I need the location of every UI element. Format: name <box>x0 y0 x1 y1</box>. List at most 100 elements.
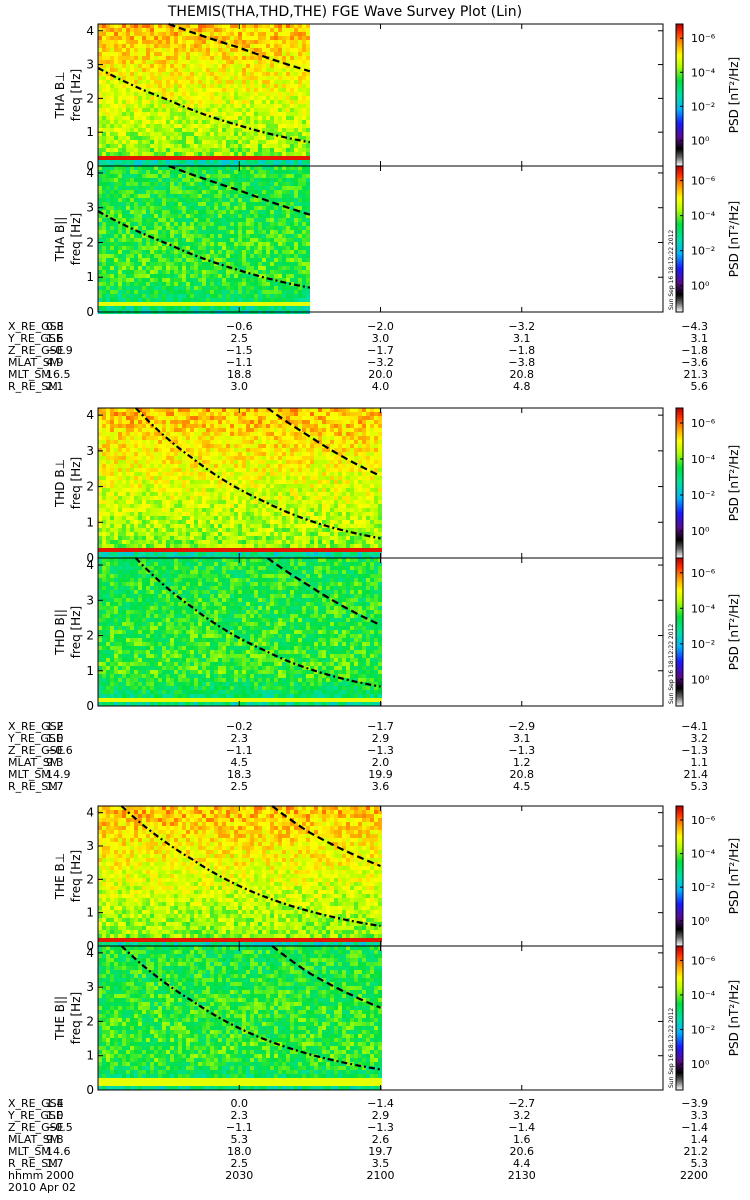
colorbar-tick-label: 10⁻² <box>691 881 715 894</box>
ephemeris-value: 3.1 <box>513 732 531 745</box>
ephemeris-row: Z_RE_GSE −0.5 −1.1 −1.3 −1.4 −1.4 <box>8 1122 718 1134</box>
freq-tick-label: 0 <box>86 159 94 173</box>
ephemeris-value: 2100 <box>366 1169 395 1182</box>
ephemeris-value: 5.3 <box>230 1133 249 1146</box>
freq-tick-label: 0 <box>86 551 94 565</box>
spectrogram <box>98 24 310 168</box>
freq-tick-label: 1 <box>86 664 94 678</box>
panel-thd-par: 0 1 2 3 4 THD B|| freq [Hz] 10⁰ 10⁻² 10⁻⁴ 10⁻⁶ PSD … <box>53 557 741 713</box>
ephemeris-value: 19.7 <box>368 1145 393 1158</box>
freq-tick-label: 2 <box>86 1014 94 1028</box>
ephemeris-value: 14.9 <box>46 768 71 781</box>
harmonic-curve <box>168 22 311 73</box>
ephemeris-value: −1.8 <box>508 344 536 357</box>
harmonic-curve <box>266 407 381 477</box>
ephemeris-value: 18.0 <box>227 1145 252 1158</box>
ephemeris-value: 2.0 <box>371 756 390 769</box>
ephemeris-row: R_RE_SM 1.7 2.5 3.6 4.5 5.3 <box>8 781 718 793</box>
freq-tick-label: 4 <box>86 946 94 960</box>
ephemeris-value: 2130 <box>507 1169 536 1182</box>
ephemeris-value: −3.2 <box>508 320 536 333</box>
gyrofrequency-curve <box>120 805 381 928</box>
panel-the-par: 0 1 2 3 4 THE B|| freq [Hz] 10⁰ 10⁻² 10⁻⁴ 10⁻⁶ PSD … <box>53 945 741 1097</box>
ephemeris-value: 3.2 <box>513 1109 531 1122</box>
panel-thd-perp: 0 1 2 3 4 THD B⊥ freq [Hz] 10⁰ 10⁻² 10⁻⁴ 10⁻⁶ PSD [… <box>53 407 741 565</box>
ephemeris-row-label: Z_RE_GSE <box>8 1121 64 1134</box>
ephemeris-value: −1.4 <box>508 1121 536 1134</box>
ephemeris-value: 20.6 <box>509 1145 535 1158</box>
freq-tick-label: 4 <box>86 806 94 820</box>
ephemeris-value: 3.6 <box>371 780 390 793</box>
ephemeris-value: 21.2 <box>683 1145 709 1158</box>
ephemeris-row: X_RE_GSE 1.4 0.0 −1.4 −2.7 −3.9 <box>8 1098 718 1110</box>
freq-tick-label: 1 <box>86 125 94 139</box>
colorbar-tick-label: 10⁻² <box>691 489 715 502</box>
ephemeris-value: 1.0 <box>46 732 64 745</box>
colorbar-label: PSD [nT²/Hz] <box>727 201 741 277</box>
ephemeris-value: 2.9 <box>371 732 390 745</box>
freq-tick-label: 0 <box>86 699 94 713</box>
ephemeris-value: 1.4 <box>46 1097 64 1110</box>
freq-tick-label: 2 <box>86 480 94 494</box>
spectrogram <box>98 166 310 314</box>
ephemeris-value: 5.3 <box>690 780 709 793</box>
freq-tick-label: 4 <box>86 24 94 38</box>
freq-tick-label: 0 <box>86 939 94 953</box>
ephemeris-value: 20.0 <box>368 368 393 381</box>
ephemeris-value: 9.8 <box>46 1133 64 1146</box>
spectrogram <box>98 558 382 706</box>
colorbar-tick-label: 10⁰ <box>691 280 710 293</box>
ephemeris-value: −3.2 <box>367 356 394 369</box>
ephemeris-value: 1.6 <box>513 1133 531 1146</box>
ephemeris-value: 20.8 <box>509 368 535 381</box>
ephemeris-table-tha: X_RE_GSE 0.8 −0.6 −2.0 −3.2 −4.3 Y_RE_GSE 1.6 2.… <box>8 321 718 393</box>
ephemeris-value: 4.5 <box>230 756 249 769</box>
ephemeris-row-label: hhmm <box>8 1169 44 1182</box>
panel-ylabel-freq: freq [Hz] <box>69 69 83 121</box>
ephemeris-row-label: Z_RE_GSE <box>8 744 64 757</box>
colorbar-tick-label: 10⁻⁶ <box>691 417 716 430</box>
ephemeris-value: −0.6 <box>46 744 73 757</box>
timestamp-stamp: Sun Sep 16 18:12:22 2012 <box>668 1008 675 1088</box>
ephemeris-row-label: X_RE_GSE <box>8 720 64 733</box>
timestamp-stamp: Sun Sep 16 18:12:22 2012 <box>668 624 675 704</box>
freq-tick-label: 3 <box>86 593 94 607</box>
ephemeris-value: −1.3 <box>681 744 708 757</box>
ephemeris-row-label: MLT_SM <box>8 768 51 781</box>
ephemeris-row-label: MLAT_SM <box>8 356 60 369</box>
ephemeris-value: 3.0 <box>371 332 390 345</box>
colorbar-label: PSD [nT²/Hz] <box>727 980 741 1056</box>
freq-tick-label: 2 <box>86 235 94 249</box>
ephemeris-value: 4.4 <box>513 1157 531 1170</box>
ephemeris-row: MLAT_SM 9.8 5.3 2.6 1.6 1.4 <box>8 1134 718 1146</box>
ephemeris-row: X_RE_GSE 1.2 −0.2 −1.7 −2.9 −4.1 <box>8 721 718 733</box>
ephemeris-value: −1.1 <box>225 1121 253 1134</box>
ephemeris-row: Y_RE_GSE 1.0 2.3 2.9 3.2 3.3 <box>8 1110 718 1122</box>
colorbar-tick-label: 10⁻² <box>691 1024 715 1037</box>
ephemeris-value: −1.4 <box>367 1097 394 1110</box>
freq-tick-label: 3 <box>86 58 94 72</box>
ephemeris-row: Z_RE_GSE −0.6 −1.1 −1.3 −1.3 −1.3 <box>8 745 718 757</box>
colorbar-tick-label: 10⁻⁴ <box>691 210 716 223</box>
ephemeris-table-thd: X_RE_GSE 1.2 −0.2 −1.7 −2.9 −4.1 Y_RE_GSE 1.0 2.… <box>8 721 718 793</box>
spectrogram <box>98 946 382 1090</box>
ephemeris-value: 2.3 <box>230 1109 249 1122</box>
ephemeris-value: 2.9 <box>371 1109 390 1122</box>
spectrogram <box>98 408 382 560</box>
ephemeris-value: 1.1 <box>690 756 709 769</box>
ephemeris-value: 4.0 <box>371 380 390 393</box>
ephemeris-value: −1.8 <box>681 344 708 357</box>
colorbar-tick-label: 10⁻² <box>691 638 715 651</box>
ephemeris-value: 21.4 <box>683 768 709 781</box>
panel-ylabel-freq: freq [Hz] <box>69 213 83 265</box>
panel-ylabel: THD B⊥ <box>53 459 67 508</box>
ephemeris-row: Z_RE_GSE −0.9 −1.5 −1.7 −1.8 −1.8 <box>8 345 718 357</box>
ephemeris-row: Y_RE_GSE 1.6 2.5 3.0 3.1 3.1 <box>8 333 718 345</box>
ephemeris-table-the: X_RE_GSE 1.4 0.0 −1.4 −2.7 −3.9 Y_RE_GSE 1.0 2.3… <box>8 1098 718 1182</box>
ephemeris-value: 1.2 <box>513 756 531 769</box>
colorbar-tick-label: 10⁻⁶ <box>691 954 716 967</box>
ephemeris-value: 2.5 <box>230 1157 249 1170</box>
ephemeris-value: 2030 <box>225 1169 254 1182</box>
ephemeris-value: 21.3 <box>683 368 709 381</box>
